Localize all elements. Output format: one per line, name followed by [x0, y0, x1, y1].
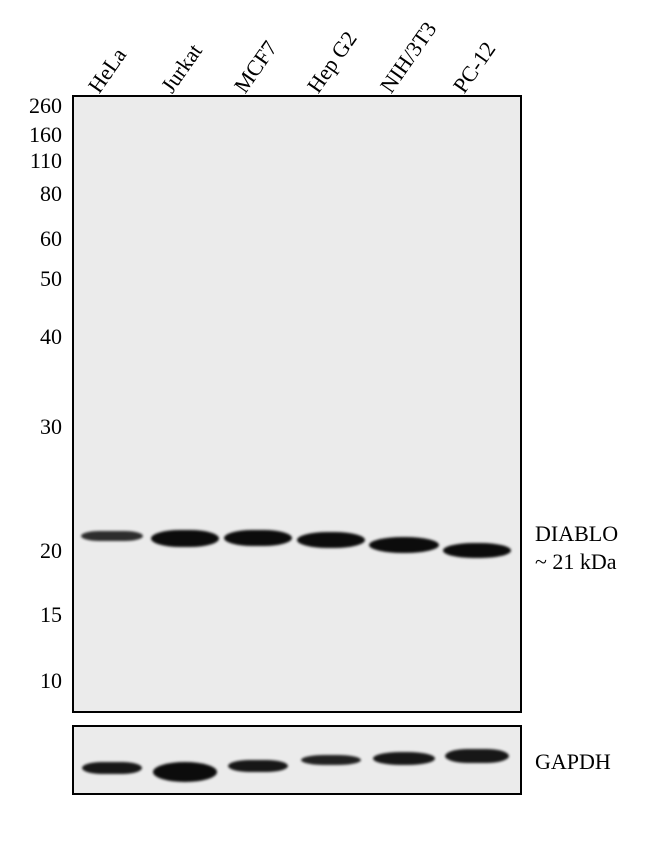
mw-tick: 40 — [0, 324, 62, 350]
band — [153, 762, 217, 782]
mw-tick: 15 — [0, 602, 62, 628]
loading-control-label: GAPDH — [535, 748, 611, 776]
lane-label: Hep G2 — [302, 27, 363, 98]
lane-label: PC-12 — [448, 37, 502, 98]
main-blot-box — [72, 95, 522, 713]
band — [82, 762, 142, 774]
mw-tick: 110 — [0, 148, 62, 174]
target-name: DIABLO — [535, 520, 618, 548]
mw-tick: 160 — [0, 122, 62, 148]
mw-tick: 80 — [0, 181, 62, 207]
band — [373, 752, 435, 765]
loading-control-name: GAPDH — [535, 749, 611, 774]
band — [443, 543, 511, 558]
mw-tick: 30 — [0, 414, 62, 440]
band — [151, 530, 219, 547]
mw-tick: 260 — [0, 93, 62, 119]
band — [301, 755, 361, 765]
mw-tick: 60 — [0, 226, 62, 252]
lane-label: HeLa — [83, 43, 132, 98]
lane-label: Jurkat — [156, 39, 208, 98]
target-label: DIABLO ~ 21 kDa — [535, 520, 618, 575]
band — [224, 530, 292, 546]
band — [297, 532, 365, 548]
mw-tick: 10 — [0, 668, 62, 694]
western-blot-figure: HeLaJurkatMCF7Hep G2NIH/3T3PC-12 2601601… — [0, 0, 650, 848]
band — [445, 749, 509, 763]
band — [81, 531, 143, 541]
lane-label: NIH/3T3 — [375, 17, 443, 98]
mw-tick: 50 — [0, 266, 62, 292]
band — [369, 537, 439, 553]
mw-tick: 20 — [0, 538, 62, 564]
target-mw: ~ 21 kDa — [535, 548, 618, 576]
band — [228, 760, 288, 772]
lane-label: MCF7 — [229, 36, 283, 98]
